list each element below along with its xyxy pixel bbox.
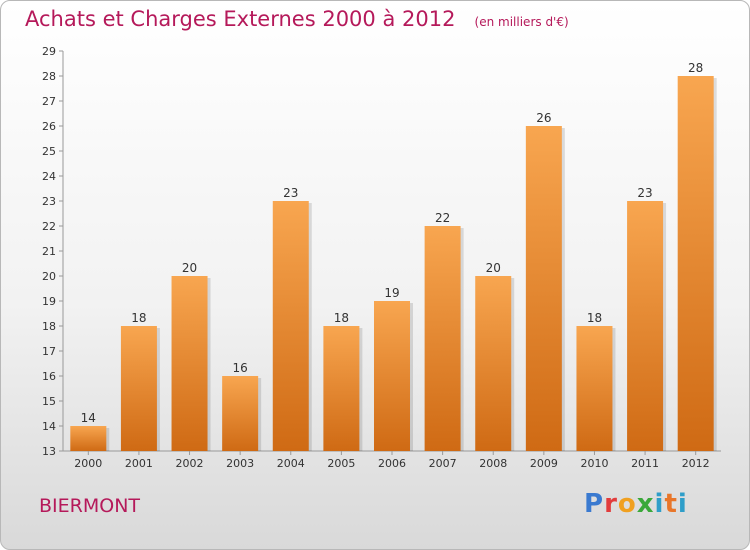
bar xyxy=(374,301,410,451)
x-tick-label: 2012 xyxy=(682,457,710,470)
y-tick-label: 25 xyxy=(42,145,56,158)
x-tick-label: 2011 xyxy=(631,457,659,470)
bar-value-label: 20 xyxy=(182,261,197,275)
bar xyxy=(424,226,461,451)
x-tick-label: 2008 xyxy=(479,457,507,470)
bar-value-label: 18 xyxy=(131,311,146,325)
y-tick-label: 26 xyxy=(42,120,56,133)
x-tick-label: 2004 xyxy=(277,457,305,470)
y-tick-label: 14 xyxy=(42,420,56,433)
bar xyxy=(525,126,562,451)
place-name: BIERMONT xyxy=(39,495,141,517)
bar-value-label: 22 xyxy=(435,211,450,225)
bar-value-label: 19 xyxy=(384,286,399,300)
y-tick-label: 28 xyxy=(42,70,56,83)
x-tick-label: 2005 xyxy=(327,457,355,470)
x-tick-label: 2007 xyxy=(429,457,457,470)
bar xyxy=(70,426,107,451)
title-row: Achats et Charges Externes 2000 à 2012 (… xyxy=(25,7,569,31)
x-tick-label: 2000 xyxy=(74,457,102,470)
x-tick-label: 2001 xyxy=(125,457,153,470)
bar-value-label: 16 xyxy=(233,361,248,375)
y-tick-label: 29 xyxy=(42,45,56,58)
y-tick-label: 17 xyxy=(42,345,56,358)
bar xyxy=(475,276,512,451)
chart-unit: (en milliers d'€) xyxy=(474,15,569,29)
bar-value-label: 26 xyxy=(536,111,551,125)
bar-value-label: 18 xyxy=(334,311,349,325)
bar xyxy=(120,326,157,451)
bar xyxy=(576,326,613,451)
y-tick-label: 23 xyxy=(42,195,56,208)
bar xyxy=(677,76,714,451)
x-tick-label: 2002 xyxy=(176,457,204,470)
y-tick-label: 20 xyxy=(42,270,56,283)
x-tick-label: 2003 xyxy=(226,457,254,470)
y-tick-label: 18 xyxy=(42,320,56,333)
bar-value-label: 23 xyxy=(637,186,652,200)
y-tick-label: 27 xyxy=(42,95,56,108)
bar-value-label: 28 xyxy=(688,61,703,75)
y-tick-label: 24 xyxy=(42,170,56,183)
y-tick-label: 21 xyxy=(42,245,56,258)
y-tick-label: 16 xyxy=(42,370,56,383)
bar xyxy=(272,201,309,451)
y-tick-label: 13 xyxy=(42,445,56,458)
bar xyxy=(627,201,664,451)
proxiti-logo: Proxiti xyxy=(584,489,688,519)
y-tick-label: 22 xyxy=(42,220,56,233)
x-tick-label: 2009 xyxy=(530,457,558,470)
bar-value-label: 18 xyxy=(587,311,602,325)
x-tick-label: 2010 xyxy=(580,457,608,470)
y-tick-label: 19 xyxy=(42,295,56,308)
bar xyxy=(222,376,259,451)
bar xyxy=(171,276,208,451)
chart-title: Achats et Charges Externes 2000 à 2012 xyxy=(25,7,456,31)
bar xyxy=(323,326,360,451)
bar-value-label: 14 xyxy=(81,411,96,425)
bar-value-label: 20 xyxy=(486,261,501,275)
y-tick-label: 15 xyxy=(42,395,56,408)
x-tick-label: 2006 xyxy=(378,457,406,470)
bar-value-label: 23 xyxy=(283,186,298,200)
